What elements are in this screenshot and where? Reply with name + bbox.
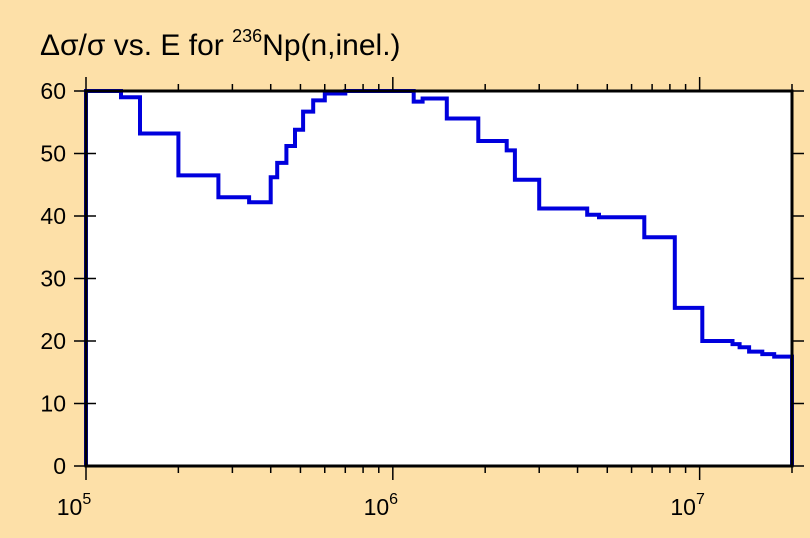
y-tick-label: 10 <box>40 391 66 417</box>
x-tick-label: 105 <box>57 491 92 520</box>
series-line <box>84 89 794 466</box>
x-tick-base: 10 <box>670 494 696 520</box>
x-tick-exponent: 7 <box>696 491 705 508</box>
x-tick-exponent: 5 <box>82 491 91 508</box>
x-tick-exponent: 6 <box>389 491 398 508</box>
x-tick-base: 10 <box>57 494 83 520</box>
x-tick-base: 10 <box>364 494 390 520</box>
y-tick-label: 50 <box>40 141 66 167</box>
chart-title: Δσ/σ vs. E for 236Np(n,inel.) <box>40 26 401 62</box>
x-tick-label: 107 <box>670 491 705 520</box>
x-tick-label: 106 <box>364 491 399 520</box>
title-prefix: Δσ/σ vs. E for <box>40 29 232 62</box>
y-tick-label: 40 <box>40 203 66 229</box>
y-tick-label: 0 <box>53 453 66 479</box>
title-suffix: Np(n,inel.) <box>262 29 400 62</box>
y-tick-label: 60 <box>40 78 66 104</box>
y-tick-label: 20 <box>40 328 66 354</box>
title-superscript: 236 <box>232 26 262 46</box>
plot-area <box>86 91 792 466</box>
y-tick-label: 30 <box>40 266 66 292</box>
